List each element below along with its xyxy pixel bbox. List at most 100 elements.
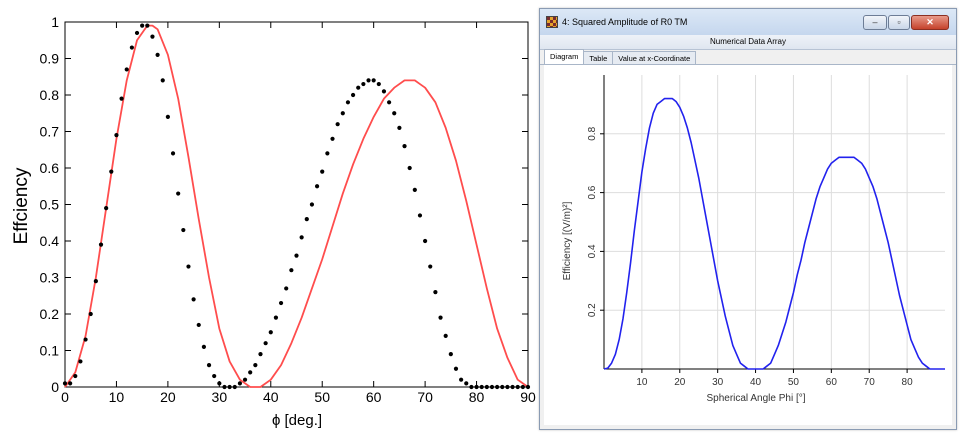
right-x-axis-label: Spherical Angle Phi [°] (706, 393, 805, 404)
left-data-point (222, 384, 227, 390)
left-data-point (160, 78, 165, 83)
left-data-point (273, 315, 279, 320)
left-data-point (325, 151, 330, 156)
tab-diagram[interactable]: Diagram (544, 49, 585, 64)
left-x-tick-label: 30 (212, 389, 228, 405)
left-data-point (129, 45, 134, 50)
right-y-axis-label: Efficiency [(V/m)²] (562, 201, 573, 280)
left-data-point (515, 384, 520, 390)
left-data-point (350, 92, 356, 98)
left-data-point (88, 311, 93, 317)
left-y-axis-label: Effciency (11, 167, 32, 244)
left-data-point (505, 384, 510, 390)
left-data-point (345, 100, 351, 105)
left-data-point (242, 377, 248, 382)
right-x-tick-label: 70 (864, 377, 876, 388)
left-data-point (479, 384, 484, 390)
left-data-point (397, 125, 402, 130)
left-x-tick-label: 70 (417, 389, 433, 405)
left-data-point (227, 384, 232, 390)
left-x-axis-label: ϕ [deg.] (272, 412, 322, 429)
left-data-point (248, 370, 253, 375)
right-y-tick-label: 0.4 (587, 244, 598, 258)
left-data-point (93, 279, 98, 284)
left-data-point (104, 206, 109, 211)
diagram-plot-area[interactable]: 10 20 30 40 50 60 70 80 0.2 0.4 0.6 0.8 Efficiency … (544, 65, 952, 425)
left-data-point (417, 213, 423, 218)
left-data-point (232, 384, 237, 390)
left-data-point (289, 268, 294, 273)
left-data-point (140, 23, 145, 28)
left-data-point (237, 381, 243, 386)
left-data-point (453, 366, 459, 371)
left-data-point (309, 202, 315, 207)
left-data-point (304, 217, 309, 222)
right-x-tick-label: 10 (636, 377, 648, 388)
efficiency-chart-right: 10 20 30 40 50 60 70 80 0.2 0.4 0.6 0.8 Efficiency … (562, 75, 945, 404)
left-data-point (155, 52, 160, 57)
left-x-tick-label: 0 (61, 389, 69, 405)
left-data-point (201, 344, 206, 349)
left-data-point (109, 169, 114, 174)
window-title: 4: Squared Amplitude of R0 TM (562, 17, 688, 27)
left-data-point (495, 384, 500, 390)
right-x-tick-label: 20 (674, 377, 686, 388)
minimize-button[interactable]: – (863, 14, 887, 30)
left-x-tick-label: 80 (469, 389, 485, 405)
left-data-point (170, 151, 176, 156)
left-x-tick-label: 50 (314, 389, 330, 405)
left-data-point (387, 100, 392, 105)
data-array-window[interactable]: 4: Squared Amplitude of R0 TM – ▫ ✕ Nume… (539, 8, 957, 430)
left-data-point (371, 78, 376, 83)
window-titlebar[interactable]: 4: Squared Amplitude of R0 TM – ▫ ✕ (540, 9, 956, 35)
left-data-point (68, 381, 73, 386)
left-y-tick-label: 0.7 (40, 124, 60, 140)
right-y-tick-label: 0.8 (587, 126, 598, 140)
right-data-line (603, 97, 945, 370)
left-data-point (217, 381, 222, 386)
left-data-point (278, 300, 284, 306)
left-data-point (299, 235, 304, 240)
left-data-point (212, 373, 217, 379)
left-data-point (114, 133, 119, 138)
left-fit-line (64, 24, 529, 388)
left-data-point (78, 359, 83, 364)
left-data-point (196, 322, 201, 328)
left-data-point (474, 384, 479, 390)
left-data-point (484, 384, 489, 390)
app-icon (546, 16, 558, 28)
left-y-tick-label: 0.4 (40, 233, 60, 249)
left-data-point (176, 191, 181, 196)
left-data-point (83, 337, 88, 342)
tab-table[interactable]: Table (583, 51, 614, 64)
right-x-tick-label: 50 (788, 377, 800, 388)
tab-value-at-x[interactable]: Value at x-Coordinate (612, 51, 697, 64)
left-y-tick-label: 0 (51, 379, 59, 395)
left-x-tick-label: 90 (520, 389, 536, 405)
left-data-point (134, 30, 140, 36)
left-data-point (525, 384, 531, 390)
minimize-icon: – (872, 17, 878, 27)
left-data-point (124, 67, 129, 72)
left-data-point (520, 384, 525, 390)
left-data-point (330, 136, 335, 141)
left-y-tick-label: 0.8 (40, 87, 60, 103)
left-data-point (402, 144, 407, 149)
left-data-point (443, 333, 448, 338)
left-data-point (489, 384, 495, 390)
left-data-point (356, 85, 361, 90)
left-data-point (191, 297, 196, 302)
left-y-tick-label: 0.2 (40, 306, 60, 322)
close-button[interactable]: ✕ (911, 14, 949, 30)
left-data-point (469, 384, 474, 390)
right-y-tick-label: 0.6 (587, 185, 598, 199)
left-data-point (392, 111, 397, 116)
left-data-point (263, 341, 268, 346)
left-data-point (433, 290, 438, 295)
left-data-point (145, 23, 150, 28)
left-y-tick-label: 0.9 (40, 51, 60, 67)
maximize-button[interactable]: ▫ (888, 14, 910, 30)
left-y-tick-label: 1 (51, 14, 59, 30)
left-data-point (407, 165, 412, 171)
left-y-tick-label: 0.3 (40, 270, 60, 286)
